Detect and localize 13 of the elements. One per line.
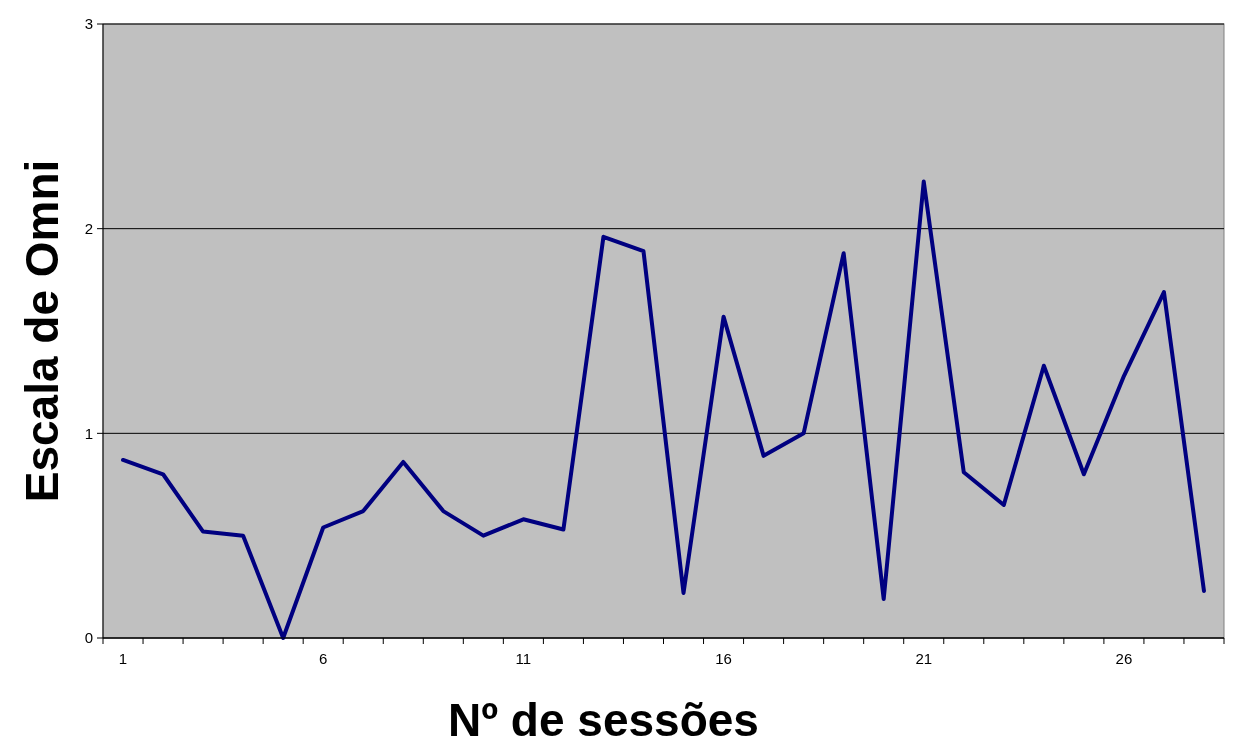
- x-tick-label: 26: [1115, 650, 1133, 667]
- x-tick-label: 16: [715, 650, 732, 667]
- y-tick-label: 1: [84, 424, 93, 442]
- y-axis-title: Escala de Omni: [16, 159, 68, 503]
- y-tick-label: 0: [84, 629, 93, 647]
- x-tick-label: 21: [915, 650, 933, 667]
- x-tick-label: 11: [515, 650, 532, 667]
- x-tick-label: 6: [319, 650, 328, 667]
- line-series: [121, 179, 1206, 640]
- y-tick-label: 2: [84, 219, 93, 237]
- x-axis-title: Nº de sessões: [448, 694, 759, 746]
- x-tick-label: 1: [118, 650, 128, 667]
- y-tick-label: 3: [84, 15, 93, 33]
